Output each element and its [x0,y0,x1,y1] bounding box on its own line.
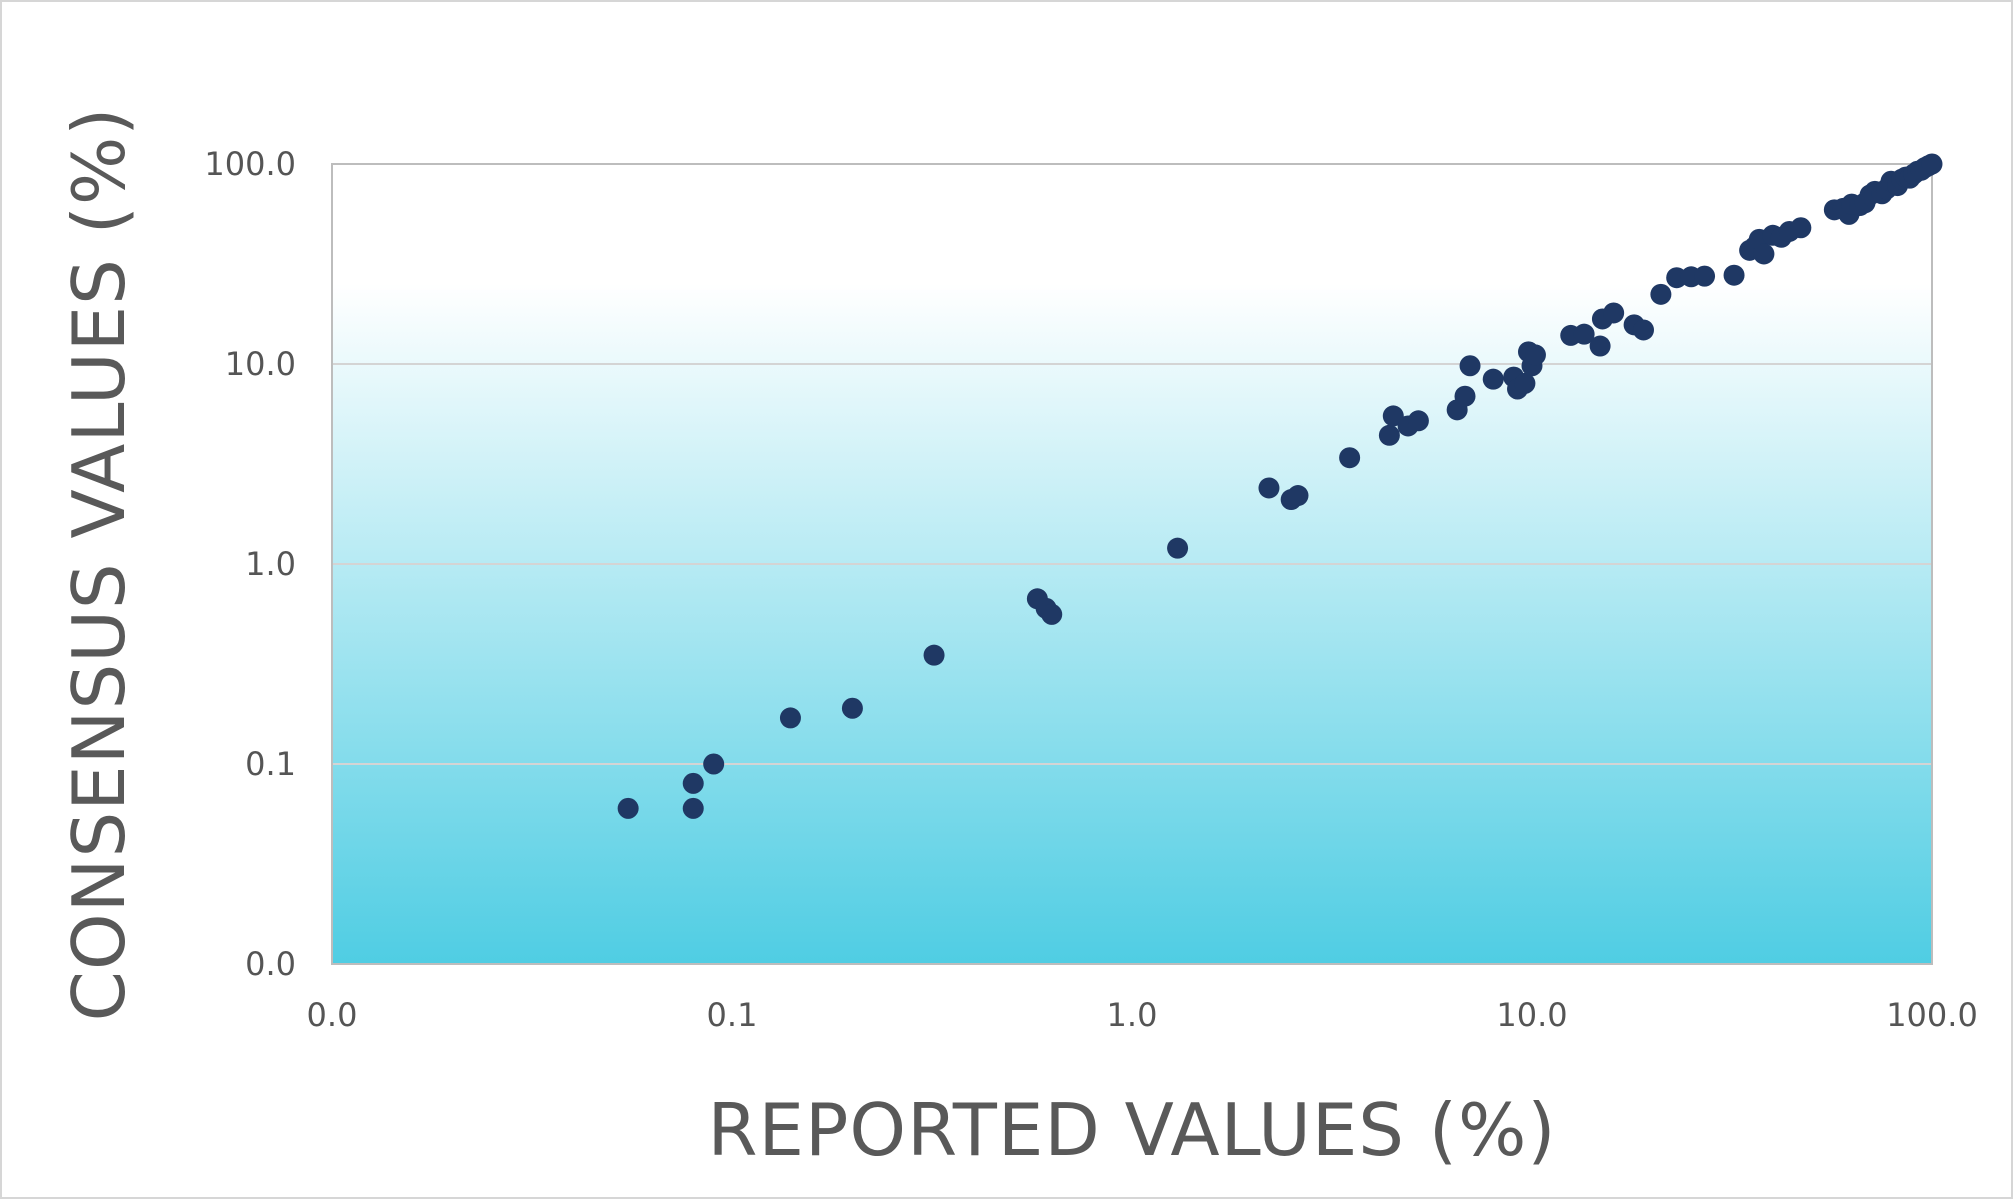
data-point [923,644,945,666]
data-point [1041,603,1063,625]
data-point [1287,485,1309,507]
plot-border [331,163,1933,965]
data-point [703,753,725,775]
data-point [1573,323,1595,345]
data-point [1633,319,1655,341]
data-point [1753,243,1775,265]
y-axis-title: CONSENSUS VALUES (%) [57,107,141,1022]
data-point [1790,217,1812,239]
x-axis-ticks: 0.0 0.1 1.0 10.0 100.0 [307,996,1978,1034]
data-point [1603,302,1625,324]
data-point [1378,424,1400,446]
data-point [617,797,639,819]
data-point [1589,335,1611,357]
y-tick-label: 1.0 [245,545,296,583]
y-tick-label: 100.0 [204,145,296,183]
y-tick-label: 0.0 [245,945,296,983]
y-tick-label: 10.0 [225,345,296,383]
data-point [1524,344,1546,366]
data-point [1650,283,1672,305]
y-axis-ticks: 0.0 0.1 1.0 10.0 100.0 [204,145,296,983]
data-point [1454,385,1476,407]
data-point [841,697,863,719]
data-point [1459,355,1481,377]
data-point [1167,537,1189,559]
x-tick-label: 0.0 [307,996,358,1034]
data-point [1258,477,1280,499]
x-tick-label: 10.0 [1496,996,1567,1034]
data-points [617,153,1943,819]
x-axis-title: REPORTED VALUES (%) [707,1088,1556,1172]
data-point [1382,405,1404,427]
data-point [779,707,801,729]
x-tick-label: 1.0 [1107,996,1158,1034]
x-tick-label: 100.0 [1886,996,1978,1034]
data-point [1339,447,1361,469]
data-point [1482,368,1504,390]
data-point [1723,264,1745,286]
y-tick-label: 0.1 [245,745,296,783]
data-point [1694,265,1716,287]
x-tick-label: 0.1 [707,996,758,1034]
gridlines [332,363,1932,765]
data-point [1514,372,1536,394]
data-point [1921,153,1943,175]
data-point [1407,410,1429,432]
data-point [682,797,704,819]
data-point [682,772,704,794]
